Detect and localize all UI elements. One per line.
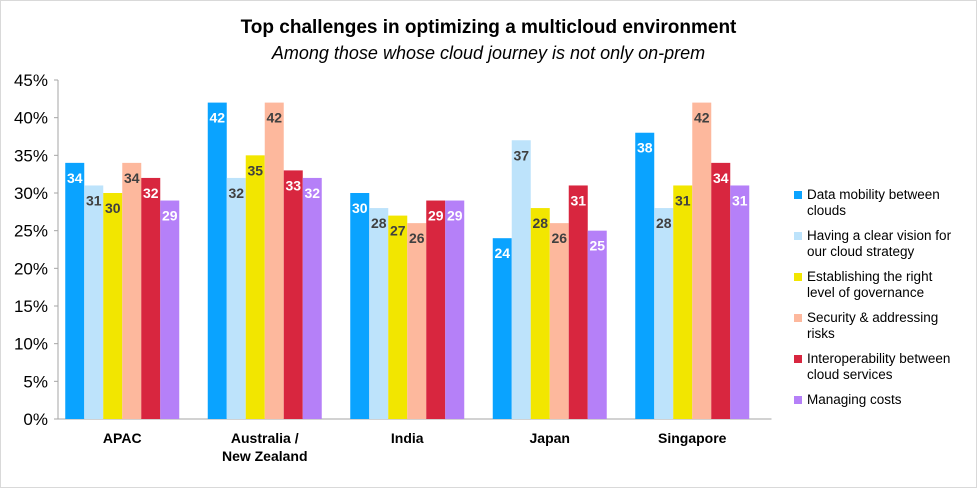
y-tick-label: 15% (14, 297, 48, 316)
x-tick-label: Japan (530, 430, 570, 446)
data-label: 42 (266, 110, 282, 126)
data-label: 37 (513, 147, 529, 163)
bar (730, 185, 750, 419)
data-label: 34 (67, 170, 83, 186)
y-tick-label: 45% (14, 71, 48, 90)
bar (587, 230, 607, 419)
bar (160, 200, 180, 419)
bar (245, 155, 265, 420)
bar (207, 102, 227, 419)
data-label: 34 (124, 170, 140, 186)
data-label: 32 (143, 185, 159, 201)
bar (530, 208, 550, 419)
x-tick-label: Singapore (658, 430, 727, 446)
data-label: 28 (532, 215, 548, 231)
legend-label: Security & addressing risks (807, 310, 939, 341)
legend-label: Establishing the right level of governanc… (807, 269, 933, 300)
data-label: 30 (105, 200, 121, 216)
bar (226, 177, 246, 419)
legend-item: Managing costs (794, 392, 974, 433)
bar (692, 102, 712, 419)
data-label: 35 (247, 162, 263, 178)
x-tick-label: Australia / (231, 430, 299, 446)
bar (283, 170, 303, 419)
bar (568, 185, 588, 419)
legend-item: Establishing the right level of governanc… (794, 269, 974, 310)
x-tick-label: New Zealand (222, 448, 308, 464)
data-label: 31 (732, 192, 748, 208)
bar (407, 223, 427, 419)
data-label: 27 (390, 223, 406, 239)
legend-item: Data mobility between clouds (794, 187, 974, 228)
data-label: 31 (570, 192, 586, 208)
y-tick-label: 35% (14, 146, 48, 165)
bar (84, 185, 104, 419)
data-label: 33 (285, 177, 301, 193)
legend-label: Having a clear vision for our cloud strat… (807, 228, 952, 259)
bar (122, 162, 142, 419)
data-label: 32 (228, 185, 244, 201)
bar (635, 132, 655, 419)
bar (711, 162, 731, 419)
x-tick-label: India (391, 430, 424, 446)
y-tick-label: 10% (14, 335, 48, 354)
legend-label: Data mobility between clouds (807, 187, 940, 218)
data-label: 24 (494, 245, 510, 261)
data-label: 28 (371, 215, 387, 231)
bar (445, 200, 465, 419)
bar (654, 208, 674, 419)
data-label: 29 (447, 208, 463, 224)
legend-item: Security & addressing risks (794, 310, 974, 351)
bar (141, 177, 161, 419)
legend-item: Having a clear vision for our cloud strat… (794, 228, 974, 269)
legend-swatch (794, 396, 802, 404)
bar (350, 193, 370, 419)
chart-title: Top challenges in optimizing a multiclou… (240, 17, 737, 38)
legend-swatch (794, 191, 802, 199)
legend-label: Interoperability between cloud services (807, 351, 951, 382)
legend-swatch (794, 273, 802, 281)
data-label: 28 (656, 215, 672, 231)
y-tick-label: 25% (14, 222, 48, 241)
y-tick-label: 20% (14, 259, 48, 278)
y-tick-label: 5% (23, 372, 48, 391)
data-label: 32 (304, 185, 320, 201)
chart-subtitle: Among those whose cloud journey is not o… (271, 43, 706, 63)
bar (103, 193, 123, 419)
bar (388, 215, 408, 419)
data-label: 30 (352, 200, 368, 216)
bar (302, 177, 322, 419)
data-label: 25 (589, 238, 605, 254)
y-tick-label: 0% (23, 410, 48, 429)
bar (426, 200, 446, 419)
data-label: 31 (675, 192, 691, 208)
legend-swatch (794, 232, 802, 240)
data-label: 29 (162, 208, 178, 224)
data-label: 38 (637, 140, 653, 156)
y-tick-label: 40% (14, 109, 48, 128)
legend-swatch (794, 355, 802, 363)
data-label: 31 (86, 192, 102, 208)
bar (65, 162, 85, 419)
data-label: 42 (209, 110, 225, 126)
x-tick-label: APAC (103, 430, 142, 446)
legend-swatch (794, 314, 802, 322)
bar (492, 238, 512, 419)
bar (549, 223, 569, 419)
data-label: 26 (409, 230, 425, 246)
bar (369, 208, 389, 419)
data-label: 42 (694, 110, 710, 126)
legend-item: Interoperability between cloud services (794, 351, 974, 392)
data-label: 26 (551, 230, 567, 246)
bar (673, 185, 693, 419)
bar (511, 140, 531, 419)
legend: Data mobility between clouds Having a clea… (794, 187, 974, 433)
legend-label: Managing costs (807, 392, 902, 407)
y-tick-label: 30% (14, 184, 48, 203)
data-label: 29 (428, 208, 444, 224)
data-label: 34 (713, 170, 729, 186)
bar (264, 102, 284, 419)
